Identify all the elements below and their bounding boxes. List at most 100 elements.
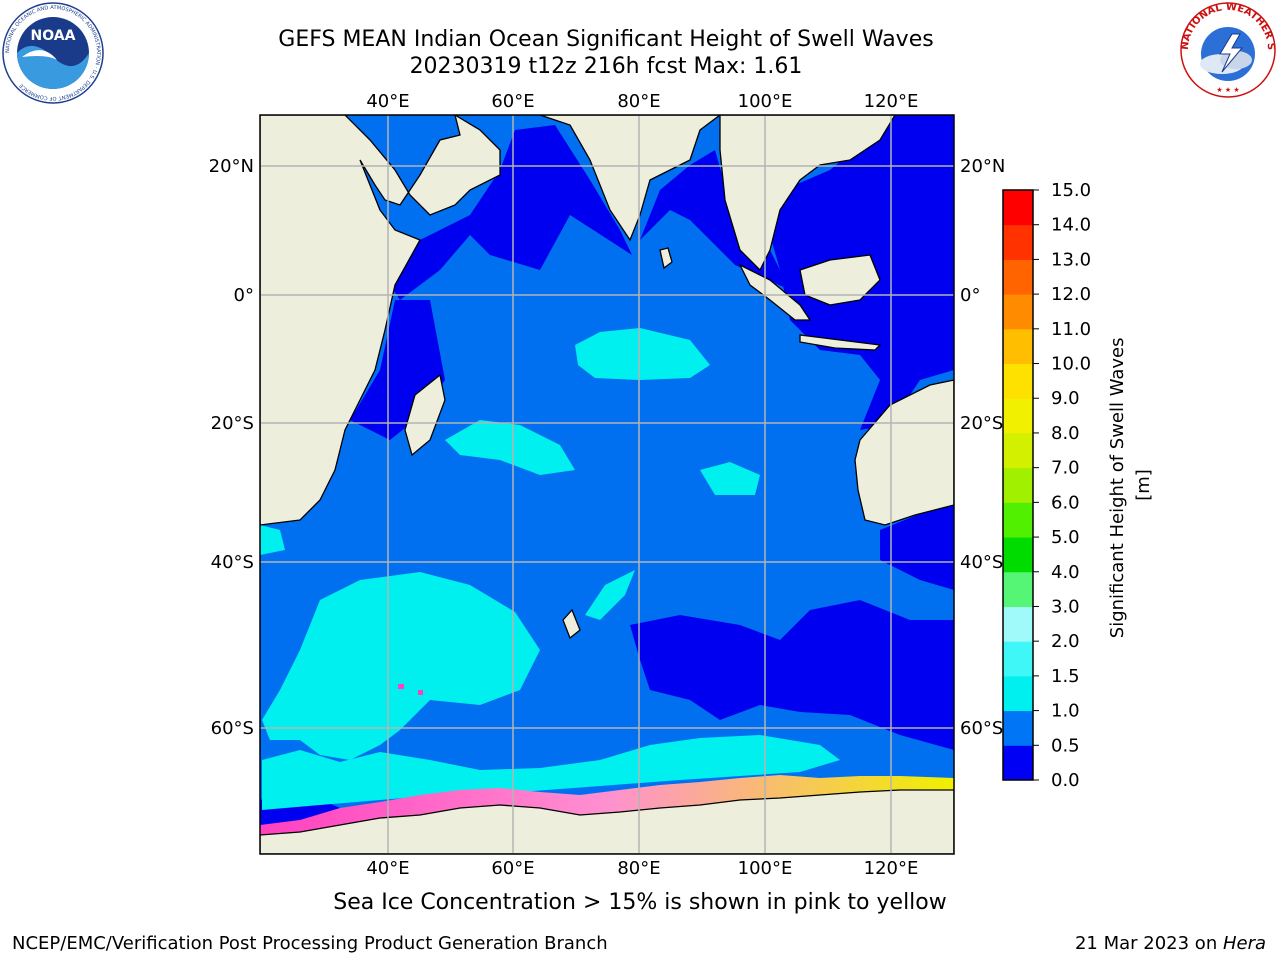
- land-java: [799, 334, 882, 351]
- arabian-sea-dark: [380, 125, 632, 300]
- land-southeast-asia: [719, 115, 896, 272]
- colorbar-tick-label: 8.0: [1051, 423, 1080, 444]
- land-kerguelen: [562, 608, 581, 640]
- colorbar-tick-label: 12.0: [1051, 284, 1091, 305]
- lon-label: 100°E: [738, 91, 793, 112]
- lon-label: 80°E: [617, 858, 660, 879]
- colorbar-swatch: [1003, 606, 1033, 642]
- colorbar-tick-label: 7.0: [1051, 458, 1080, 479]
- colorbar-tick-label: 1.5: [1051, 666, 1080, 687]
- land-australia: [854, 379, 954, 526]
- lon-labels-bottom: 40°E 60°E 80°E 100°E 120°E: [366, 858, 918, 879]
- nws-logo: NATIONAL WEATHER SERVICE ★ ★ ★: [1180, 2, 1276, 98]
- map-frame: [259, 114, 955, 855]
- swell-patch-central: [700, 462, 760, 495]
- colorbar-label: Significant Height of Swell Waves [m]: [1107, 332, 1154, 638]
- lat-label: 20°S: [211, 413, 254, 434]
- lon-labels-top: 40°E 60°E 80°E 100°E 120°E: [366, 91, 918, 112]
- credit-host: Hera: [1222, 933, 1266, 954]
- lat-label: 0°: [960, 285, 980, 306]
- sea-ice-dots: [398, 684, 404, 689]
- lat-label: 60°S: [960, 718, 1003, 739]
- swell-patch-streak: [585, 570, 635, 620]
- land-sri-lanka: [659, 247, 673, 270]
- credit-left: NCEP/EMC/Verification Post Processing Pr…: [12, 933, 608, 954]
- colorbar-swatch: [1003, 502, 1033, 538]
- swell-patch-equatorial: [575, 328, 710, 380]
- lat-labels-right: 20°N 0° 20°S 40°S 60°S: [960, 156, 1005, 739]
- colorbar-swatch: [1003, 641, 1033, 677]
- lat-label: 60°S: [211, 718, 254, 739]
- colorbar-label-line2: [m]: [1133, 469, 1154, 501]
- colorbar-tick-label: 4.0: [1051, 562, 1080, 583]
- swell-patch-west: [445, 420, 575, 475]
- noaa-logo-text: NOAA: [31, 28, 76, 44]
- colorbar-tick-label: 5.0: [1051, 527, 1080, 548]
- swell-patch-southwest: [262, 572, 540, 760]
- colorbar-tick-label: 15.0: [1051, 180, 1091, 201]
- colorbar-tick-label: 14.0: [1051, 215, 1091, 236]
- australia-south-dark: [880, 500, 954, 590]
- colorbar-swatch: [1003, 190, 1033, 226]
- lat-label: 20°N: [960, 156, 1005, 177]
- colorbar-swatch: [1003, 224, 1033, 260]
- lon-label: 80°E: [617, 91, 660, 112]
- colorbar-tick-label: 0.5: [1051, 735, 1080, 756]
- colorbar-tick-label: 9.0: [1051, 388, 1080, 409]
- swell-patch-south-band: [262, 735, 840, 810]
- colorbar-swatch: [1003, 675, 1033, 712]
- lat-label: 20°N: [209, 156, 254, 177]
- land-india: [539, 115, 722, 242]
- land-sumatra-borneo: [738, 254, 881, 321]
- colorbar-tick-label: 3.0: [1051, 596, 1080, 617]
- southern-dark-patch: [630, 600, 954, 750]
- colorbar-swatch: [1003, 294, 1033, 330]
- lat-label: 0°: [234, 285, 254, 306]
- colorbar-swatch: [1003, 259, 1033, 295]
- colorbar: 0.0 0.5 1.0 1.5 2.0 3.0 4.0 5.0 6.0 7.0 8.0 9.0 10.0…: [1002, 180, 1091, 791]
- colorbar-tick-label: 1.0: [1051, 701, 1080, 722]
- svg-text:★ ★ ★: ★ ★ ★: [1216, 86, 1239, 94]
- graticule: [260, 115, 954, 854]
- lon-label: 120°E: [864, 858, 919, 879]
- colorbar-swatch: [1003, 537, 1033, 573]
- sea-ice-dot: [418, 690, 423, 695]
- credit-right: 21 Mar 2023 on Hera: [1075, 933, 1266, 954]
- lon-label: 60°E: [491, 91, 534, 112]
- lon-label: 100°E: [738, 858, 793, 879]
- colorbar-swatch: [1003, 398, 1033, 434]
- colorbar-swatch: [1003, 467, 1033, 503]
- colorbar-swatch: [1003, 745, 1033, 781]
- colorbar-swatch: [1003, 710, 1033, 746]
- colorbar-swatch: [1003, 328, 1033, 365]
- lat-label: 20°S: [960, 413, 1003, 434]
- colorbar-tick-label: 2.0: [1051, 631, 1080, 652]
- colorbar-tick-label: 6.0: [1051, 492, 1080, 513]
- lon-label: 60°E: [491, 858, 534, 879]
- sea-ice-fringe: [260, 775, 954, 835]
- colorbar-swatch: [1003, 363, 1033, 399]
- colorbar-label-line1: Significant Height of Swell Waves: [1107, 337, 1128, 638]
- lon-label: 40°E: [366, 91, 409, 112]
- colorbar-tick-label: 0.0: [1051, 770, 1080, 791]
- map-area: [260, 115, 954, 854]
- colorbar-swatch: [1003, 571, 1033, 607]
- lat-label: 40°S: [960, 552, 1003, 573]
- chart-title: GEFS MEAN Indian Ocean Significant Heigh…: [278, 27, 934, 52]
- colorbar-tick-label: 10.0: [1051, 354, 1091, 375]
- swell-patch-west-edge: [260, 525, 285, 555]
- credit-date: 21 Mar 2023 on: [1074, 933, 1223, 954]
- lat-label: 40°S: [211, 552, 254, 573]
- lon-label: 120°E: [864, 91, 919, 112]
- colorbar-frame: [1002, 189, 1034, 781]
- colorbar-tick-label: 11.0: [1051, 319, 1091, 340]
- land-madagascar: [404, 373, 446, 457]
- noaa-logo: NATIONAL OCEANIC AND ATMOSPHERIC ADMINIS…: [2, 2, 104, 104]
- colorbar-swatch: [1003, 432, 1033, 469]
- chart-subtitle: 20230319 t12z 216h fcst Max: 1.61: [409, 54, 803, 79]
- lat-labels-left: 20°N 0° 20°S 40°S 60°S: [209, 156, 254, 739]
- lon-label: 40°E: [366, 858, 409, 879]
- colorbar-tick-label: 13.0: [1051, 249, 1091, 270]
- sea-ice-footnote: Sea Ice Concentration > 15% is shown in …: [333, 890, 947, 915]
